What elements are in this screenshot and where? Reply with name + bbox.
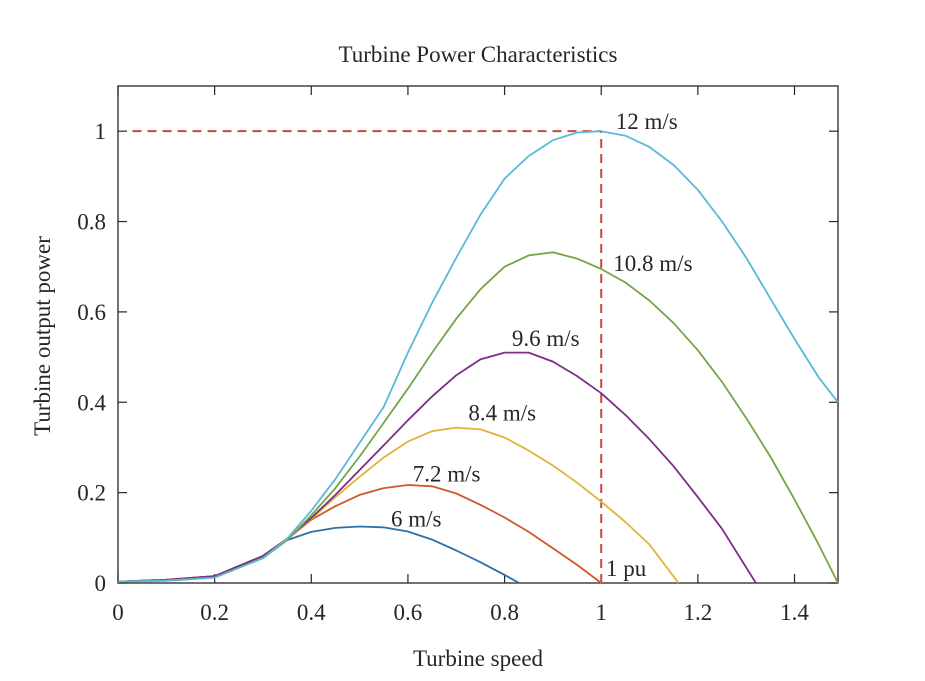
y-tick-labels: 0 0.2 0.4 0.6 0.8 1	[77, 119, 106, 596]
y-tick-label: 0.4	[77, 390, 106, 415]
label-9-6ms: 9.6 m/s	[512, 326, 580, 351]
x-tick-labels: 0 0.2 0.4 0.6 0.8 1 1.2 1.4	[112, 600, 809, 625]
x-tick-label: 0.2	[200, 600, 229, 625]
series-line-10-8-m-s	[117, 251, 839, 584]
x-tick-label: 0.4	[297, 600, 326, 625]
x-tick-label: 1.2	[683, 600, 712, 625]
axis-ticks	[117, 86, 838, 584]
label-8-4ms: 8.4 m/s	[468, 400, 536, 425]
label-12ms: 12 m/s	[616, 109, 678, 134]
y-tick-label: 0	[95, 571, 107, 596]
series-annotations: 12 m/s 10.8 m/s 9.6 m/s 8.4 m/s 7.2 m/s 6 m/s…	[391, 109, 693, 581]
series-line-12-m-s	[117, 130, 839, 583]
x-tick-label: 1	[595, 600, 607, 625]
x-tick-label: 0.8	[490, 600, 519, 625]
plot-frame	[117, 85, 839, 584]
series-lines	[117, 130, 839, 584]
chart-title: Turbine Power Characteristics	[339, 42, 618, 67]
y-tick-label: 0.2	[77, 481, 106, 506]
y-tick-label: 0.6	[77, 300, 106, 325]
label-7-2ms: 7.2 m/s	[413, 461, 481, 486]
x-tick-label: 0	[112, 600, 124, 625]
label-6ms: 6 m/s	[391, 507, 442, 532]
x-tick-label: 0.6	[394, 600, 423, 625]
y-tick-label: 0.8	[77, 210, 106, 235]
label-1pu: 1 pu	[606, 556, 647, 581]
x-axis-label: Turbine speed	[413, 646, 544, 671]
reference-lines	[132, 130, 603, 583]
x-tick-label: 1.4	[780, 600, 809, 625]
y-tick-label: 1	[95, 119, 107, 144]
y-axis-label: Turbine output power	[30, 236, 55, 436]
plot-area: 12 m/s 10.8 m/s 9.6 m/s 8.4 m/s 7.2 m/s 6 m/s…	[117, 85, 839, 584]
label-10-8ms: 10.8 m/s	[613, 251, 692, 276]
